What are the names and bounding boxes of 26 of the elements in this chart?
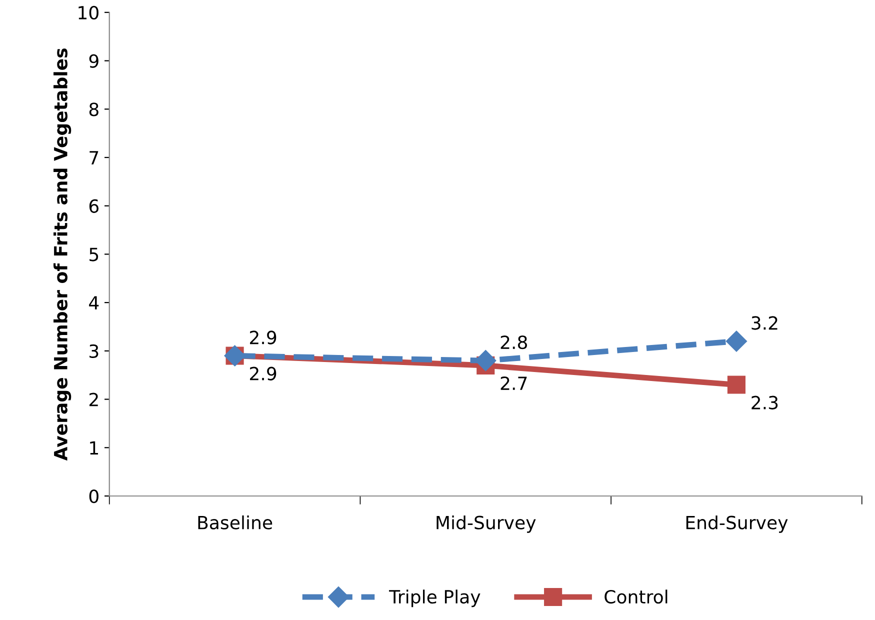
y-tick-label: 0: [89, 489, 98, 504]
y-tick-label: 3: [90, 344, 98, 358]
y-tick-label: 2: [89, 392, 98, 406]
x-tick-label: End-Survey: [686, 515, 788, 533]
x-tick-label: Baseline: [198, 515, 272, 530]
y-tick-label: 4: [89, 296, 99, 310]
legend-label: Triple Play: [388, 590, 480, 608]
y-tick-label: 10: [78, 6, 98, 20]
data-label: 2.9: [250, 366, 276, 380]
point: [727, 376, 746, 394]
y-tick-label: 1: [90, 441, 98, 454]
y-tick-label: 9: [89, 54, 98, 68]
data-label: 3.2: [752, 316, 778, 330]
point: [475, 350, 496, 372]
y-tick-label: 8: [89, 102, 98, 116]
data-label: 2.9: [250, 330, 276, 344]
legend-label: Control: [604, 590, 668, 604]
data-label: 2.7: [500, 376, 527, 390]
y-tick-label: 7: [90, 151, 98, 164]
x-tick-label: Mid-Survey: [436, 515, 536, 533]
y-tick-label: 5: [90, 248, 98, 262]
data-label: 2.3: [752, 396, 778, 410]
y-tick-label: 6: [89, 199, 99, 213]
point: [726, 330, 747, 352]
data-label: 2.8: [500, 336, 527, 350]
y-axis-title: Average Number of Frits and Vegetables: [54, 48, 72, 461]
